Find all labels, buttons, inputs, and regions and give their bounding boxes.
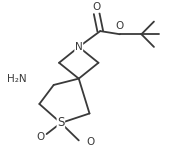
Text: N: N	[75, 42, 83, 52]
Text: O: O	[37, 132, 45, 142]
Text: H₂N: H₂N	[7, 74, 27, 84]
Text: S: S	[57, 116, 65, 129]
Text: O: O	[86, 137, 94, 147]
Text: O: O	[116, 21, 124, 31]
Text: O: O	[93, 2, 101, 12]
